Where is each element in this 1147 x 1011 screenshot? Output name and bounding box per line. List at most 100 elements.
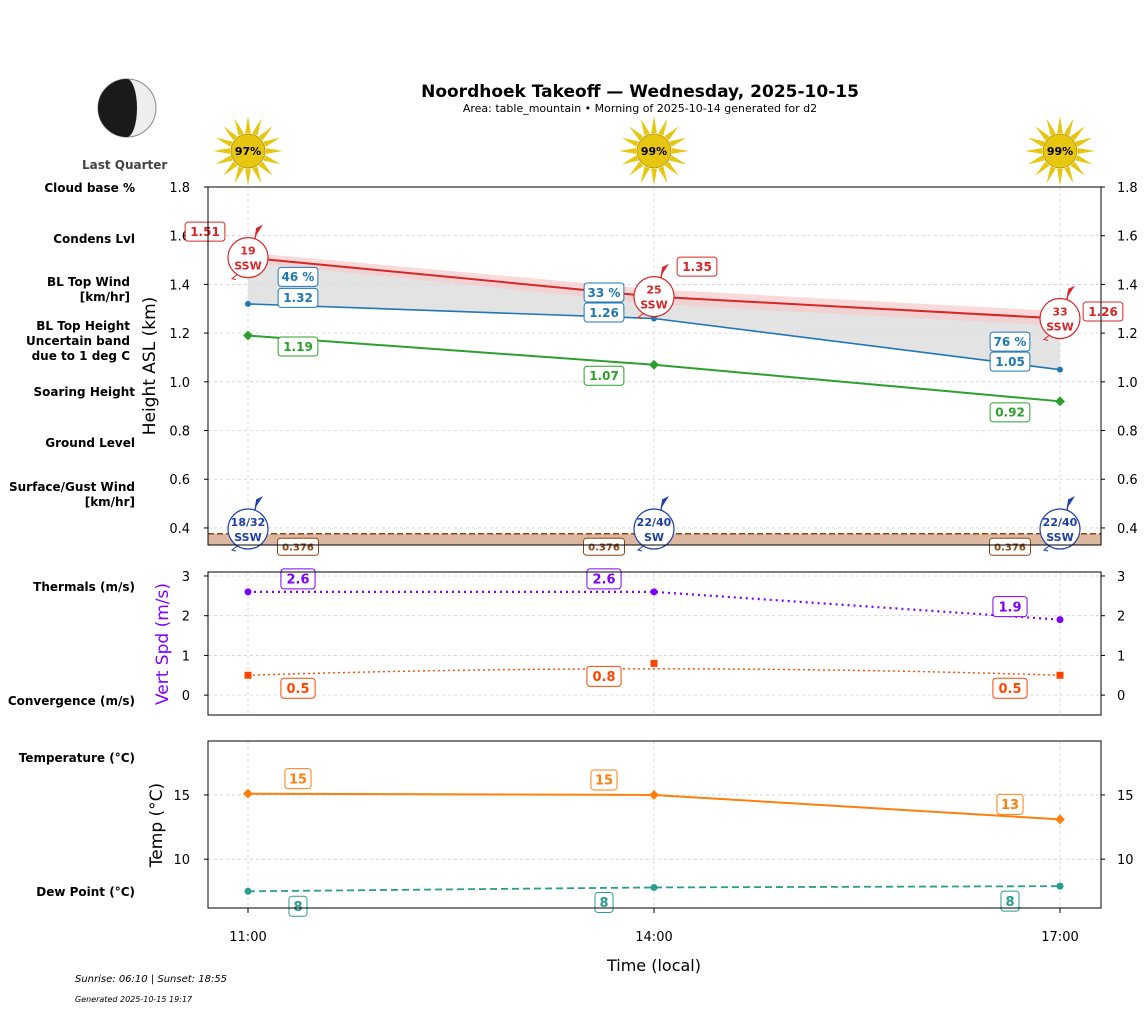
condens-value-box (277, 287, 319, 308)
sun-ray (223, 126, 238, 141)
cloud-base-percent: 33 % (588, 286, 621, 300)
sun-ray (658, 166, 668, 184)
sun-ray (245, 116, 251, 134)
y-tick-label-left: 1.8 (169, 181, 190, 196)
sun-ray (640, 166, 650, 184)
sun-ray (263, 155, 281, 165)
dewpoint-line (247, 885, 1061, 893)
surface-wind-barb-staff (1066, 498, 1070, 511)
soaring-value-box (277, 336, 319, 357)
sun-percent: 99% (1047, 145, 1073, 158)
sun-ray (252, 118, 262, 136)
sun-ray (629, 161, 644, 176)
y-tick-label-left: 1 (182, 649, 190, 664)
condens-value-box (583, 302, 625, 323)
bl-top-wind-speed: 25 (646, 284, 661, 297)
convergence-point (650, 659, 658, 667)
soaring-point (649, 359, 659, 370)
sun-ray (619, 148, 637, 154)
dewpoint-point (244, 887, 252, 895)
y-tick-label-right: 2 (1117, 610, 1125, 625)
sun-disc (636, 133, 672, 169)
sun-ray (664, 161, 679, 176)
chart-subtitle: Area: table_mountain • Morning of 2025-1… (462, 102, 818, 115)
surface-wind-barb-flag (1068, 496, 1075, 507)
soaring-value: 1.19 (283, 340, 313, 354)
sunrise-sunset: Sunrise: 06:10 | Sunset: 18:55 (75, 974, 228, 985)
soaring-point (243, 330, 253, 341)
y-tick-label-right: 3 (1117, 570, 1125, 585)
y-tick-label-right: 1.8 (1117, 181, 1138, 196)
temperature-point (649, 790, 659, 800)
convergence-line (247, 668, 1061, 676)
label-temperature: Temperature (°C) (18, 751, 135, 765)
y-tick-label-right: 1.4 (1117, 278, 1138, 293)
sun-ray (621, 137, 639, 147)
dewpoint-value: 8 (293, 900, 302, 915)
y-tick-label-right: 1 (1117, 649, 1125, 664)
sun-ray (1057, 116, 1063, 134)
y-tick-label-left: 10 (173, 853, 190, 868)
sun-disc (1042, 133, 1078, 169)
surface-wind-circle (227, 508, 269, 550)
panel-frame (207, 571, 1102, 716)
ground-value-box (989, 537, 1031, 556)
thermals-value: 1.9 (998, 600, 1021, 615)
ground-value-box (277, 537, 319, 556)
surface-wind-speed: 22/40 (1043, 516, 1078, 529)
sun-ray (213, 148, 231, 154)
dewpoint-point (650, 883, 658, 891)
sun-ray (651, 116, 657, 134)
sun-ray (1046, 166, 1056, 184)
condens-value: 1.26 (589, 306, 619, 320)
sun-ray (1064, 118, 1074, 136)
chart-title: Noordhoek Takeoff — Wednesday, 2025-10-1… (421, 82, 859, 102)
sun-ray (1075, 155, 1093, 165)
thermals-point (1056, 616, 1064, 624)
bl-top-wind-barb-staff (660, 266, 664, 278)
bl-top-wind-barb-flag (256, 224, 263, 236)
sun-ray (1046, 118, 1056, 136)
cloud-base-percent-box (583, 282, 625, 303)
bl-top-wind-dir: SSW (234, 260, 261, 273)
y-tick-label-left: 1.4 (169, 278, 190, 293)
temperature-point (1055, 814, 1065, 825)
soaring-point (1055, 396, 1065, 407)
surface-wind-speed: 18/32 (231, 516, 266, 529)
bl-top-value-box (1082, 301, 1124, 322)
surface-wind-circle (633, 508, 675, 550)
condensation-point (245, 300, 251, 307)
surface-wind-speed: 22/40 (637, 516, 672, 529)
dewpoint-value-box (288, 895, 308, 917)
y-tick-label-right: 0.8 (1117, 425, 1138, 440)
sun-ray (651, 168, 657, 186)
surface-wind-dir: SW (644, 531, 664, 544)
temperature-value-box (284, 768, 312, 790)
temperature-value: 15 (595, 774, 613, 789)
ground-value: 0.376 (282, 542, 314, 553)
y-tick-label-left: 2 (182, 610, 190, 625)
sun-ray (671, 148, 689, 154)
y-tick-label-left: 3 (182, 570, 190, 585)
sun-ray (1027, 155, 1045, 165)
surface-wind-tail (1042, 545, 1050, 552)
condens-value: 1.05 (995, 355, 1025, 369)
sun-ray (234, 118, 244, 136)
thermals-value-box (992, 596, 1028, 618)
bl-top-value: 1.26 (1088, 305, 1118, 319)
x-tick-label: 17:00 (1041, 930, 1078, 945)
ground-value-box (583, 537, 625, 556)
convergence-value-box (280, 677, 316, 699)
convergence-value: 0.8 (592, 670, 615, 685)
dewpoint-value: 8 (1005, 895, 1014, 910)
sun-ray (1064, 166, 1074, 184)
sun-ray (664, 126, 679, 141)
condensation-point (1057, 366, 1063, 373)
condens-value-box (989, 351, 1031, 372)
sun-ray (1035, 126, 1050, 141)
bl-top-value: 1.51 (190, 225, 220, 239)
temperature-value-box (996, 793, 1024, 815)
y-tick-label-left: 0.8 (169, 425, 190, 440)
y-tick-label-right: 10 (1117, 853, 1134, 868)
